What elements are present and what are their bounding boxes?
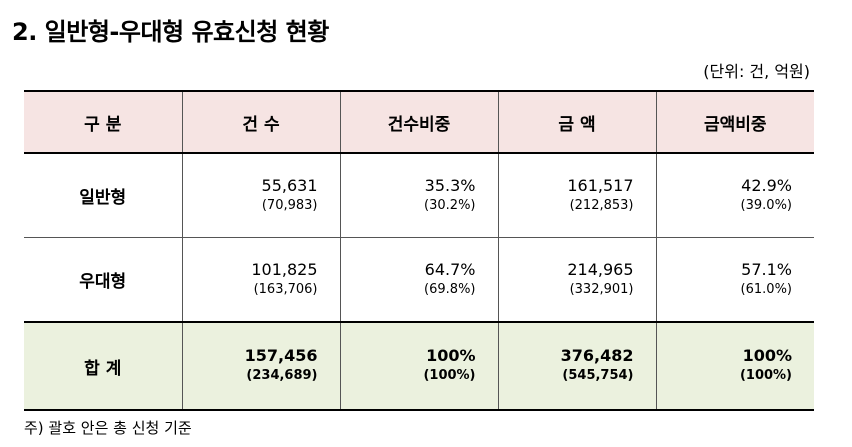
count-share-total-value: (69.8%) xyxy=(424,281,476,297)
count-value: 55,631 xyxy=(261,175,318,195)
table-row-preferential: 우대형 101,825 (163,706) 64.7% (69.8%) 214,… xyxy=(24,237,814,323)
count-share-total-value: (30.2%) xyxy=(424,197,476,213)
amount-cell: 376,482 (545,754) xyxy=(497,321,657,411)
amount-share-total-value: (61.0%) xyxy=(740,281,792,297)
amount-value: 214,965 xyxy=(567,259,634,279)
count-share-value: 35.3% xyxy=(424,175,476,195)
count-value: 101,825 xyxy=(251,259,318,279)
amount-value: 161,517 xyxy=(567,175,634,195)
count-share-value: 64.7% xyxy=(424,259,476,279)
amount-share-total-value: (39.0%) xyxy=(740,197,792,213)
header-amount-share: 금액비중 xyxy=(655,90,814,154)
count-total-value: (234,689) xyxy=(246,368,318,383)
header-count-share: 건수비중 xyxy=(339,90,499,154)
table-row-total: 합 계 157,456 (234,689) 100% (100%) 376,48… xyxy=(24,321,814,411)
amount-total-value: (545,754) xyxy=(562,368,634,383)
row-label: 합 계 xyxy=(24,321,183,411)
table-row-general: 일반형 55,631 (70,983) 35.3% (30.2%) 161,51… xyxy=(24,152,814,238)
amount-share-cell: 42.9% (39.0%) xyxy=(655,152,814,238)
row-label: 일반형 xyxy=(24,152,183,238)
header-amount: 금 액 xyxy=(497,90,657,154)
count-share-value: 100% xyxy=(426,346,476,365)
page-title: 2. 일반형-우대형 유효신청 현황 xyxy=(12,18,329,46)
count-total-value: (163,706) xyxy=(253,281,318,297)
table-header-row: 구 분 건 수 건수비중 금 액 금액비중 xyxy=(24,90,814,154)
amount-value: 376,482 xyxy=(560,346,634,365)
header-category: 구 분 xyxy=(24,90,183,154)
amount-share-value: 42.9% xyxy=(741,175,792,195)
amount-share-value: 100% xyxy=(742,346,792,365)
count-share-cell: 100% (100%) xyxy=(339,321,499,411)
count-share-cell: 64.7% (69.8%) xyxy=(339,237,499,323)
count-share-total-value: (100%) xyxy=(423,368,476,383)
count-cell: 55,631 (70,983) xyxy=(181,152,341,238)
amount-share-cell: 100% (100%) xyxy=(655,321,814,411)
count-value: 157,456 xyxy=(244,346,318,365)
count-share-cell: 35.3% (30.2%) xyxy=(339,152,499,238)
count-cell: 101,825 (163,706) xyxy=(181,237,341,323)
header-count: 건 수 xyxy=(181,90,341,154)
amount-cell: 161,517 (212,853) xyxy=(497,152,657,238)
unit-note: (단위: 건, 억원) xyxy=(703,62,810,81)
amount-share-total-value: (100%) xyxy=(739,368,792,383)
footnote: 주) 괄호 안은 총 신청 기준 xyxy=(24,419,192,437)
count-total-value: (70,983) xyxy=(261,197,318,213)
amount-total-value: (212,853) xyxy=(569,197,634,213)
row-label: 우대형 xyxy=(24,237,183,323)
amount-share-cell: 57.1% (61.0%) xyxy=(655,237,814,323)
status-table: 구 분 건 수 건수비중 금 액 금액비중 일반형 55,631 (70,983… xyxy=(24,90,814,411)
amount-total-value: (332,901) xyxy=(569,281,634,297)
count-cell: 157,456 (234,689) xyxy=(181,321,341,411)
amount-share-value: 57.1% xyxy=(741,259,792,279)
amount-cell: 214,965 (332,901) xyxy=(497,237,657,323)
